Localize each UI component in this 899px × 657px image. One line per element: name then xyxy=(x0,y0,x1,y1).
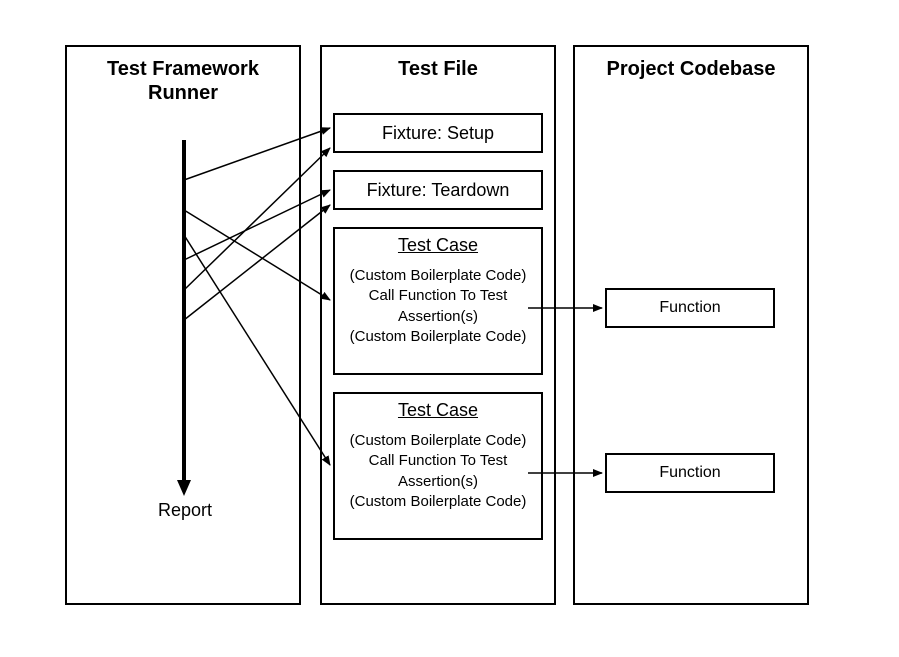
panel-testfile-title: Test File xyxy=(322,57,554,81)
function-1-label: Function xyxy=(607,290,773,326)
testcase-1-line-1: Call Function To Test xyxy=(335,286,541,306)
testcase-2-title: Test Case xyxy=(335,400,541,421)
panel-runner: Test FrameworkRunner xyxy=(65,45,301,605)
testcase-2-line-2: Assertion(s) xyxy=(335,472,541,492)
panel-runner-title-line1: Test FrameworkRunner xyxy=(107,58,259,104)
report-label: Report xyxy=(150,500,220,521)
testcase-1-line-3: (Custom Boilerplate Code) xyxy=(335,327,541,347)
box-fixture-setup: Fixture: Setup xyxy=(333,113,543,153)
box-testcase-1: Test Case (Custom Boilerplate Code) Call… xyxy=(333,227,543,375)
box-testcase-2: Test Case (Custom Boilerplate Code) Call… xyxy=(333,392,543,540)
box-function-1: Function xyxy=(605,288,775,328)
testcase-1-line-2: Assertion(s) xyxy=(335,307,541,327)
panel-runner-title: Test FrameworkRunner xyxy=(67,57,299,105)
testcase-2-line-3: (Custom Boilerplate Code) xyxy=(335,492,541,512)
testcase-2-line-1: Call Function To Test xyxy=(335,451,541,471)
box-fixture-teardown: Fixture: Teardown xyxy=(333,170,543,210)
panel-codebase-title: Project Codebase xyxy=(575,57,807,81)
box-function-2: Function xyxy=(605,453,775,493)
diagram-canvas: Test FrameworkRunner Report Test File Fi… xyxy=(0,0,899,657)
fixture-teardown-label: Fixture: Teardown xyxy=(367,180,510,201)
fixture-setup-label: Fixture: Setup xyxy=(382,123,494,144)
testcase-2-line-0: (Custom Boilerplate Code) xyxy=(335,431,541,451)
testcase-1-title: Test Case xyxy=(335,235,541,256)
testcase-1-line-0: (Custom Boilerplate Code) xyxy=(335,266,541,286)
function-2-label: Function xyxy=(607,455,773,491)
